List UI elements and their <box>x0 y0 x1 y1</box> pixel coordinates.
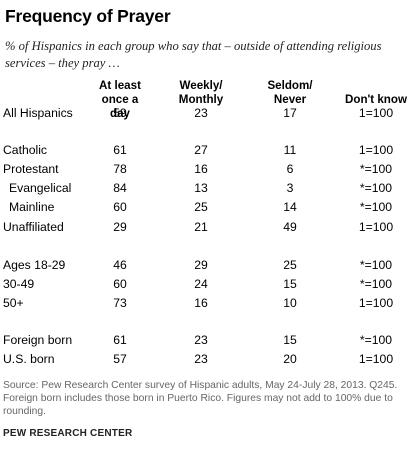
table-cell: *=100 <box>359 277 393 291</box>
column-header-daily-line1: At least <box>99 79 141 92</box>
table-cell: 60 <box>113 277 127 291</box>
table-cell: 13 <box>194 181 208 195</box>
table-cell: *=100 <box>359 162 393 176</box>
table-row: 30-49 60 24 15 *=100 <box>0 275 420 293</box>
table-cell: 49 <box>283 220 297 234</box>
table-cell: 25 <box>283 258 297 272</box>
table-cell: 6 <box>286 162 294 176</box>
table-cell: 84 <box>113 181 127 195</box>
table-row: Ages 18-29 46 29 25 *=100 <box>0 256 420 274</box>
table-cell: 46 <box>113 258 127 272</box>
table-cell: 23 <box>194 333 208 347</box>
column-header-daily-line2: once a day <box>101 93 139 120</box>
column-header-weekly-line2: Monthly <box>178 93 224 106</box>
table-cell: 29 <box>194 258 208 272</box>
table-cell: 16 <box>194 296 208 310</box>
column-header-dontknow: Don't know <box>340 93 412 107</box>
table-cell: 15 <box>283 333 297 347</box>
table-cell: 17 <box>283 106 297 120</box>
table-row: Unaffiliated 29 21 49 1=100 <box>0 218 420 236</box>
table-cell: 60 <box>113 200 127 214</box>
column-header-weekly: Weekly/ Monthly <box>173 79 229 107</box>
table-cell: *=100 <box>359 200 393 214</box>
table-cell: 1=100 <box>358 220 394 234</box>
column-header-daily: At least once a day <box>92 79 148 121</box>
table-cell: 1=100 <box>358 143 394 157</box>
table-cell: 20 <box>283 352 297 366</box>
column-header-seldom: Seldom/ Never <box>262 79 318 107</box>
table-cell: 57 <box>113 352 127 366</box>
row-label: 50+ <box>3 296 24 310</box>
table-cell: 61 <box>113 333 127 347</box>
table-cell: 11 <box>283 143 297 157</box>
table-cell: *=100 <box>359 181 393 195</box>
table-row: Mainline 60 25 14 *=100 <box>0 198 420 216</box>
table-cell: 78 <box>113 162 127 176</box>
footer-credit: PEW RESEARCH CENTER <box>3 428 133 439</box>
column-header-seldom-line1: Seldom/ <box>267 79 313 92</box>
table-row: 50+ 73 16 10 1=100 <box>0 294 420 312</box>
table-row: All Hispanics 59 23 17 1=100 <box>0 104 420 122</box>
row-label: Foreign born <box>3 333 73 347</box>
table-row: Catholic 61 27 11 1=100 <box>0 141 420 159</box>
table-cell: 23 <box>194 352 208 366</box>
row-label: Ages 18-29 <box>3 258 66 272</box>
table-cell: 61 <box>113 143 127 157</box>
column-header-weekly-line1: Weekly/ <box>179 79 223 92</box>
source-note: Source: Pew Research Center survey of Hi… <box>3 380 398 417</box>
table-cell: 59 <box>113 106 127 120</box>
chart-subtitle: % of Hispanics in each group who say tha… <box>5 39 382 70</box>
table-cell: 27 <box>194 143 208 157</box>
column-header-seldom-line2: Never <box>273 93 307 106</box>
table-cell: 73 <box>113 296 127 310</box>
row-label: Unaffiliated <box>3 220 64 234</box>
table-cell: 21 <box>194 220 208 234</box>
table-cell: 1=100 <box>358 352 394 366</box>
row-label: U.S. born <box>3 352 55 366</box>
row-label: Protestant <box>3 162 59 176</box>
row-label: Catholic <box>3 143 48 157</box>
table-cell: 1=100 <box>358 106 394 120</box>
table-cell: 15 <box>283 277 297 291</box>
table-cell: 16 <box>194 162 208 176</box>
row-label: 30-49 <box>3 277 35 291</box>
table-row: Evangelical 84 13 3 *=100 <box>0 179 420 197</box>
table-cell: 10 <box>283 296 297 310</box>
table-cell: *=100 <box>359 333 393 347</box>
table-cell: 25 <box>194 200 208 214</box>
row-label: Mainline <box>9 200 55 214</box>
table-row: Protestant 78 16 6 *=100 <box>0 160 420 178</box>
chart-title: Frequency of Prayer <box>5 6 171 26</box>
table-cell: 3 <box>286 181 294 195</box>
table-cell: 29 <box>113 220 127 234</box>
table-cell: 24 <box>194 277 208 291</box>
table-row: U.S. born 57 23 20 1=100 <box>0 350 420 368</box>
table-row: Foreign born 61 23 15 *=100 <box>0 331 420 349</box>
table-cell: 1=100 <box>358 296 394 310</box>
table-cell: *=100 <box>359 258 393 272</box>
row-label: Evangelical <box>9 181 72 195</box>
table-cell: 14 <box>283 200 297 214</box>
column-header-dontknow-label: Don't know <box>344 93 407 106</box>
table-cell: 23 <box>194 106 208 120</box>
row-label: All Hispanics <box>3 106 73 120</box>
